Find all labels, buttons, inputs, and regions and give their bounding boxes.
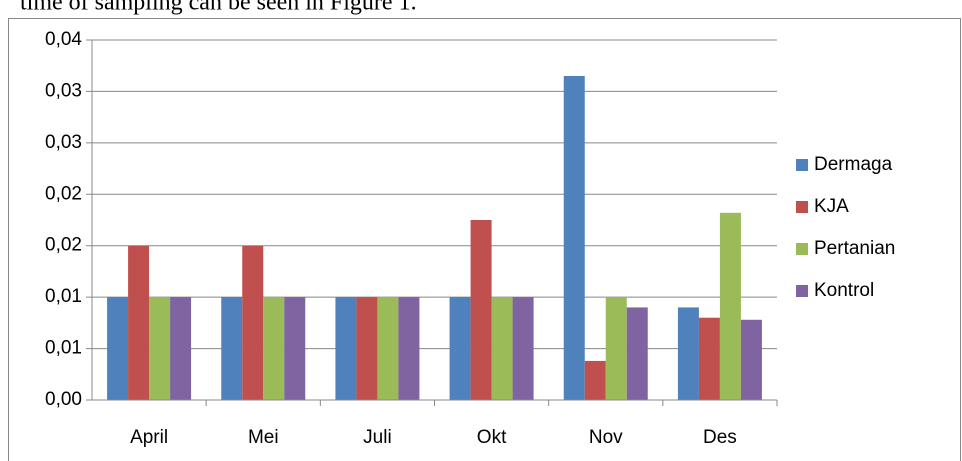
bar xyxy=(512,297,534,400)
bar xyxy=(377,297,399,400)
document-text: time of sampling can be seen in Figure 1… xyxy=(20,0,417,16)
bar xyxy=(128,245,150,400)
legend-label: Kontrol xyxy=(814,280,874,301)
y-tick-label: 0,04 xyxy=(45,29,82,50)
y-tick-label: 0,00 xyxy=(45,389,82,410)
bar xyxy=(284,297,306,400)
bar xyxy=(107,297,129,400)
y-tick-label: 0,01 xyxy=(45,286,82,307)
bar xyxy=(170,297,192,400)
bar xyxy=(263,297,285,400)
bar xyxy=(698,317,720,400)
legend-label: Pertanian xyxy=(814,238,895,259)
bar xyxy=(470,220,492,400)
legend-swatch xyxy=(796,159,808,171)
legend-label: Dermaga xyxy=(814,154,893,175)
y-tick-label: 0,02 xyxy=(45,183,82,204)
bar xyxy=(221,297,243,400)
y-tick-label: 0,03 xyxy=(45,132,82,153)
bar xyxy=(449,297,471,400)
y-tick-label: 0,02 xyxy=(45,235,82,256)
bar xyxy=(242,245,264,400)
bar xyxy=(335,297,357,400)
y-tick-label: 0,03 xyxy=(45,80,82,101)
legend-swatch xyxy=(796,201,808,213)
legend-swatch xyxy=(796,285,808,297)
x-tick-label: April xyxy=(130,427,168,448)
bar xyxy=(677,307,699,400)
bar xyxy=(605,297,627,400)
x-tick-label: Des xyxy=(703,427,737,448)
bar xyxy=(398,297,420,400)
x-tick-label: Nov xyxy=(589,427,623,448)
bar xyxy=(491,297,513,400)
bar xyxy=(356,297,378,400)
y-tick-label: 0,01 xyxy=(45,338,82,359)
chart-frame xyxy=(8,18,961,461)
x-tick-label: Juli xyxy=(363,427,392,448)
bar xyxy=(563,76,585,400)
bar xyxy=(149,297,171,400)
x-tick-label: Okt xyxy=(477,427,507,448)
bar xyxy=(740,319,762,400)
x-tick-label: Mei xyxy=(248,427,279,448)
bar xyxy=(584,360,606,400)
bar xyxy=(719,212,741,400)
legend-label: KJA xyxy=(814,196,849,217)
bar xyxy=(626,307,648,400)
legend-swatch xyxy=(796,243,808,255)
